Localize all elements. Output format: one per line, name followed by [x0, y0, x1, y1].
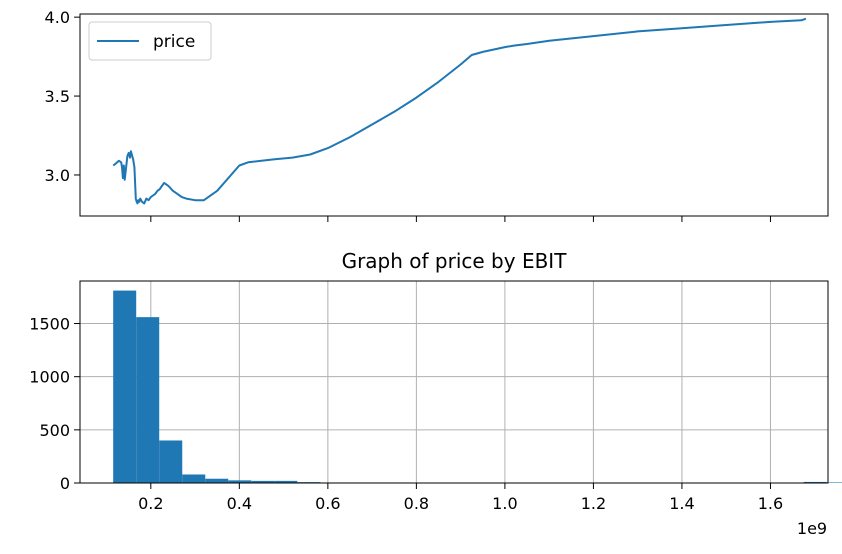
histogram-y-tick-label: 1000	[29, 368, 70, 387]
histogram-bar	[826, 482, 842, 483]
line-chart-y-tick-label: 4.0	[45, 8, 70, 27]
histogram-bar	[228, 480, 252, 483]
legend-label-price: price	[153, 32, 195, 52]
price-series-line	[112, 17, 807, 205]
line-chart-y-tick-label: 3.5	[45, 87, 70, 106]
histogram-bar	[182, 474, 206, 483]
line-chart-panel: 3.0 3.5 4.0 price	[45, 8, 829, 222]
x-axis-offset-label: 1e9	[797, 519, 827, 538]
histogram-y-tick-label: 500	[39, 421, 70, 440]
histogram-y-tick-label: 1500	[29, 315, 70, 334]
histogram-bar	[803, 481, 827, 483]
line-chart-frame	[79, 13, 829, 217]
histogram-title: Graph of price by EBIT	[342, 249, 568, 273]
histogram-panel: Graph of price by EBIT 0.2 0.4 0.6 0.8 1.0 1.…	[29, 249, 842, 538]
line-chart-ticks: 3.0 3.5 4.0	[45, 8, 771, 222]
histogram-bar	[159, 440, 183, 483]
histogram-y-tick-label: 0	[60, 474, 70, 493]
legend: price	[88, 21, 212, 61]
histogram-ticks: 0.2 0.4 0.6 0.8 1.0 1.2 1.4 1.6 0 500 1000 1500	[29, 315, 783, 513]
histogram-bar	[136, 317, 160, 483]
histogram-x-tick-label: 0.6	[315, 494, 340, 513]
histogram-frame	[79, 280, 829, 484]
histogram-bar	[274, 480, 298, 483]
legend-box	[88, 21, 212, 61]
histogram-plot-area	[80, 281, 828, 483]
histogram-bar	[251, 480, 275, 483]
histogram-x-tick-label: 0.2	[138, 494, 163, 513]
histogram-x-tick-label: 1.2	[581, 494, 606, 513]
histogram-x-tick-label: 1.0	[492, 494, 517, 513]
histogram-x-tick-label: 1.6	[758, 494, 783, 513]
histogram-x-tick-label: 0.4	[227, 494, 252, 513]
histogram-bars	[113, 290, 842, 483]
histogram-bar	[113, 290, 137, 483]
histogram-bar	[205, 478, 229, 483]
line-chart-y-tick-label: 3.0	[45, 166, 70, 185]
histogram-x-tick-label: 1.4	[669, 494, 694, 513]
histogram-x-tick-label: 0.8	[404, 494, 429, 513]
